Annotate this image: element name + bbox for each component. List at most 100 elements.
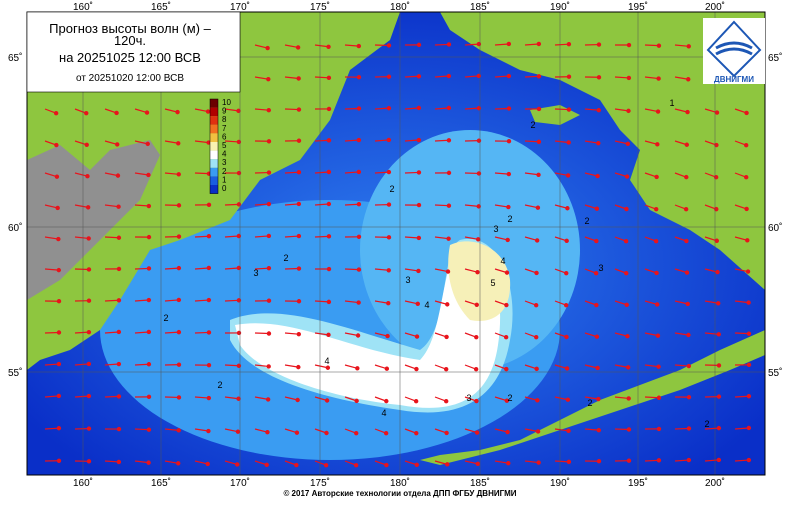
arrow-head (566, 367, 569, 370)
arrow-head (627, 76, 630, 79)
arrow-head (415, 335, 418, 338)
arrow-head (117, 362, 120, 365)
arrow-head (267, 202, 270, 205)
arrow-head (206, 462, 209, 465)
colorbar-swatch (210, 151, 218, 160)
arrow-head (207, 396, 210, 399)
arrow-head (685, 208, 688, 211)
arrow-head (507, 42, 510, 45)
arrow-head (267, 171, 270, 174)
arrow-head (567, 141, 570, 144)
arrow-head (476, 271, 479, 274)
arrow-head (117, 395, 120, 398)
arrow-head (386, 334, 389, 337)
arrow-head (446, 270, 449, 273)
arrow-head (507, 205, 510, 208)
contour-label: 4 (381, 408, 386, 418)
colorbar-swatch (210, 99, 218, 108)
contour-label: 2 (163, 313, 168, 323)
contour-label: 2 (530, 120, 535, 130)
arrow-head (297, 366, 300, 369)
arrow-head (296, 398, 299, 401)
arrow-head (177, 267, 180, 270)
arrow-head (505, 368, 508, 371)
arrow-head (417, 43, 420, 46)
arrow-head (475, 431, 478, 434)
arrow-head (537, 42, 540, 45)
arrow-head (657, 44, 660, 47)
arrow-head (565, 272, 568, 275)
arrow-head (597, 142, 600, 145)
arrow-head (477, 238, 480, 241)
arrow-head (327, 107, 330, 110)
arrow-head (357, 44, 360, 47)
longitude-label: 180˚ (390, 1, 410, 13)
footer: © 2017 Авторские технологии отдела ДПП Ф… (283, 489, 516, 498)
arrow-head (147, 461, 150, 464)
arrow-head (387, 236, 390, 239)
arrow-head (567, 460, 570, 463)
arrow-head (747, 363, 750, 366)
arrow-head (357, 138, 360, 141)
arrow-head (87, 394, 90, 397)
contour-label: 4 (424, 300, 429, 310)
arrow-head (356, 334, 359, 337)
arrow-head (147, 267, 150, 270)
arrow-head (596, 174, 599, 177)
arrow-head (506, 430, 509, 433)
arrow-head (57, 427, 60, 430)
contour-label: 2 (584, 216, 589, 226)
longitude-label: 190˚ (550, 1, 570, 13)
arrow-head (445, 335, 448, 338)
arrow-head (57, 459, 60, 462)
arrow-head (325, 464, 328, 467)
contour-label: 4 (324, 356, 329, 366)
arrow-head (746, 270, 749, 273)
arrow-head (717, 333, 720, 336)
arrow-head (357, 235, 360, 238)
arrow-head (147, 363, 150, 366)
colorbar-swatch (210, 125, 218, 134)
arrow-head (87, 460, 90, 463)
arrow-head (387, 269, 390, 272)
arrow-head (327, 300, 330, 303)
contour-label: 5 (490, 278, 495, 288)
arrow-head (385, 367, 388, 370)
arrow-head (627, 459, 630, 462)
arrow-head (715, 239, 718, 242)
arrow-head (297, 333, 300, 336)
arrow-head (327, 170, 330, 173)
colorbar-swatch (210, 142, 218, 151)
arrow-head (655, 240, 658, 243)
arrow-head (685, 271, 688, 274)
arrow-head (295, 431, 298, 434)
arrow-head (626, 142, 629, 145)
arrow-head (716, 271, 719, 274)
arrow-head (415, 463, 418, 466)
longitude-label: 185˚ (470, 1, 490, 13)
arrow-head (445, 368, 448, 371)
arrow-head (475, 336, 478, 339)
arrow-head (326, 366, 329, 369)
arrow-head (297, 171, 300, 174)
arrow-head (507, 107, 510, 110)
arrow-head (117, 236, 120, 239)
arrow-head (267, 299, 270, 302)
arrow-head (117, 427, 120, 430)
arrow-head (87, 206, 90, 209)
longitude-label: 200˚ (705, 477, 725, 489)
arrow-head (57, 394, 60, 397)
arrow-head (297, 139, 300, 142)
arrow-head (656, 143, 659, 146)
arrow-head (446, 303, 449, 306)
arrow-head (145, 111, 148, 114)
arrow-head (417, 236, 420, 239)
arrow-head (87, 427, 90, 430)
arrow-head (117, 330, 120, 333)
colorbar-swatch (210, 108, 218, 117)
arrow-head (57, 362, 60, 365)
arrow-head (475, 368, 478, 371)
arrow-head (715, 111, 718, 114)
arrow-head (447, 237, 450, 240)
arrow-head (475, 399, 478, 402)
